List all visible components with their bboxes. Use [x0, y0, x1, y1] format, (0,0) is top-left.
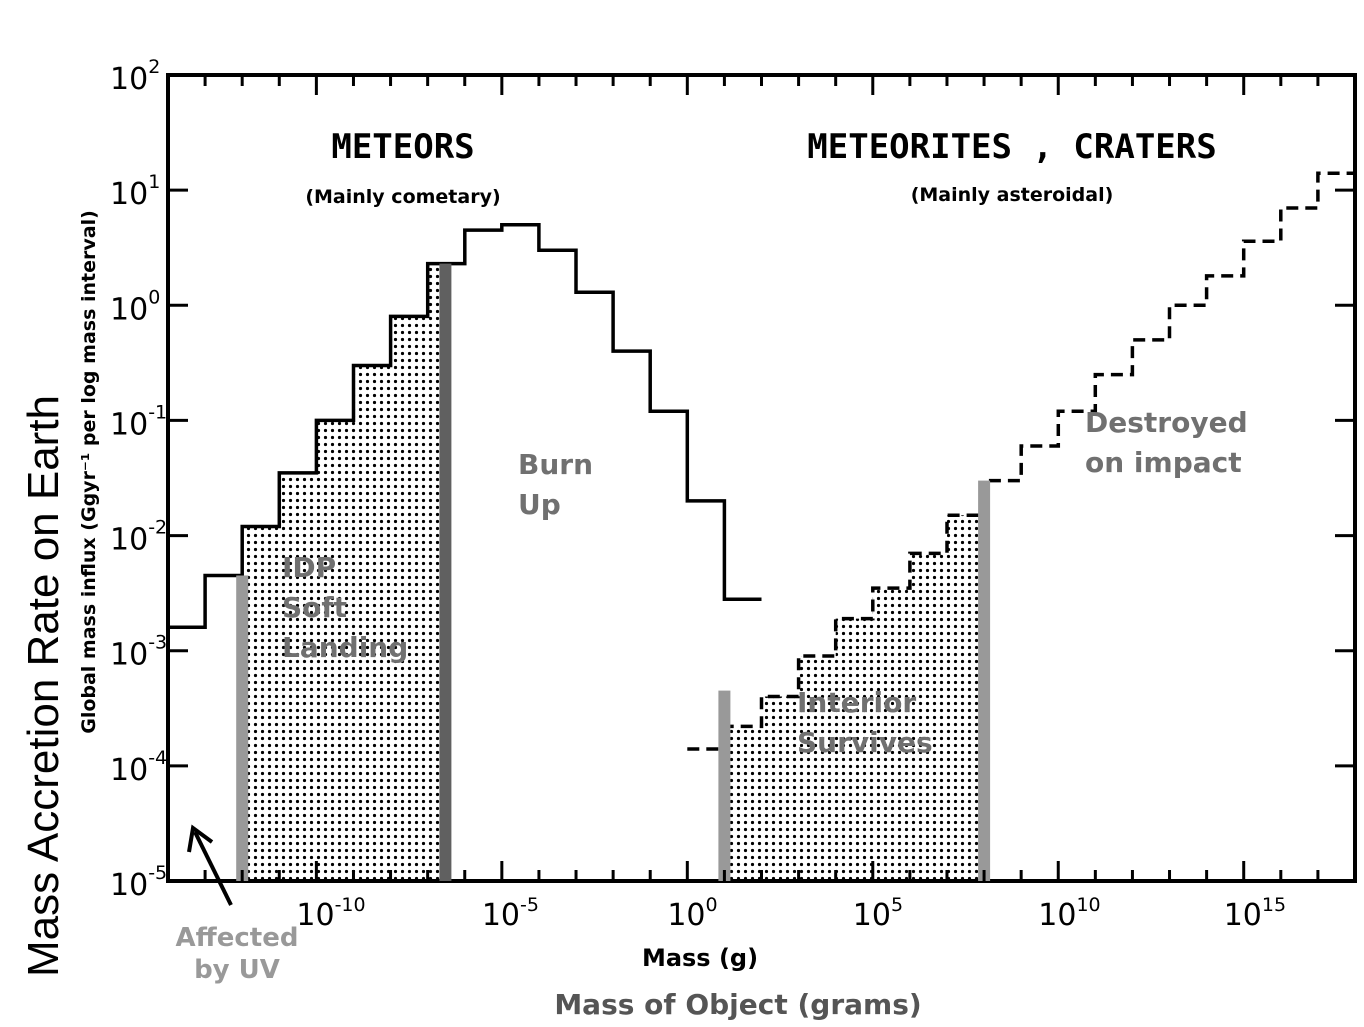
x-tick-label: 1015 [1224, 894, 1286, 933]
meteorites-subheading: (Mainly asteroidal) [911, 184, 1114, 206]
y-tick-label: 102 [110, 56, 160, 97]
shaded-region-0 [242, 263, 446, 882]
y-tick-label: 10-1 [110, 401, 167, 442]
x-tick-label: 1010 [1038, 894, 1100, 933]
meteors-subheading: (Mainly cometary) [305, 186, 500, 208]
x-tick-label: 100 [667, 894, 717, 933]
y-tick-label: 10-4 [110, 747, 167, 788]
marker-bar-2 [718, 690, 731, 881]
x-axis-label: Mass (g) [642, 944, 758, 972]
burnup-label-line1: Burn [518, 448, 593, 481]
uv-arrow-shaft [193, 831, 233, 906]
idp-label-line1: IDP [282, 551, 336, 584]
idp-label-line3: Landing [282, 631, 408, 664]
y-tick-label: 10-2 [110, 517, 167, 558]
interior-label-line1: Interior [797, 686, 916, 719]
marker-bar-3 [978, 480, 991, 881]
y-tick-label: 101 [110, 171, 160, 212]
y-tick-label: 10-5 [110, 862, 167, 903]
y-axis-outer-label: Mass Accretion Rate on Earth [19, 395, 68, 977]
destroyed-label-line1: Destroyed [1085, 406, 1248, 439]
meteor-influx-line [168, 223, 762, 629]
marker-bar-1 [439, 263, 452, 882]
uv-arrow-head [187, 824, 214, 853]
meteors-heading: METEORS [331, 127, 474, 167]
interior-label-line2: Survives [797, 726, 933, 759]
y-tick-label: 10-3 [110, 632, 167, 673]
x-tick-label: 10-5 [482, 894, 539, 933]
meteorite-influx-line [687, 138, 1357, 751]
x-tick-label: 105 [853, 894, 903, 933]
idp-label-line2: Soft [282, 591, 347, 624]
uv-label-line1: Affected [176, 923, 299, 953]
x-axis-caption: Mass of Object (grams) [554, 988, 921, 1021]
meteorites-heading: METEORITES , CRATERS [807, 127, 1216, 167]
destroyed-label-line2: on impact [1085, 446, 1242, 479]
shaded-region-1 [724, 515, 985, 881]
marker-bar-0 [236, 575, 249, 881]
uv-label-line2: by UV [194, 955, 280, 985]
y-tick-label: 100 [110, 286, 160, 327]
x-tick-label: 10-10 [296, 894, 365, 933]
burnup-label-line2: Up [518, 488, 561, 521]
y-axis-inner-label: Global mass influx (Ggyr⁻¹ per log mass … [78, 210, 100, 734]
